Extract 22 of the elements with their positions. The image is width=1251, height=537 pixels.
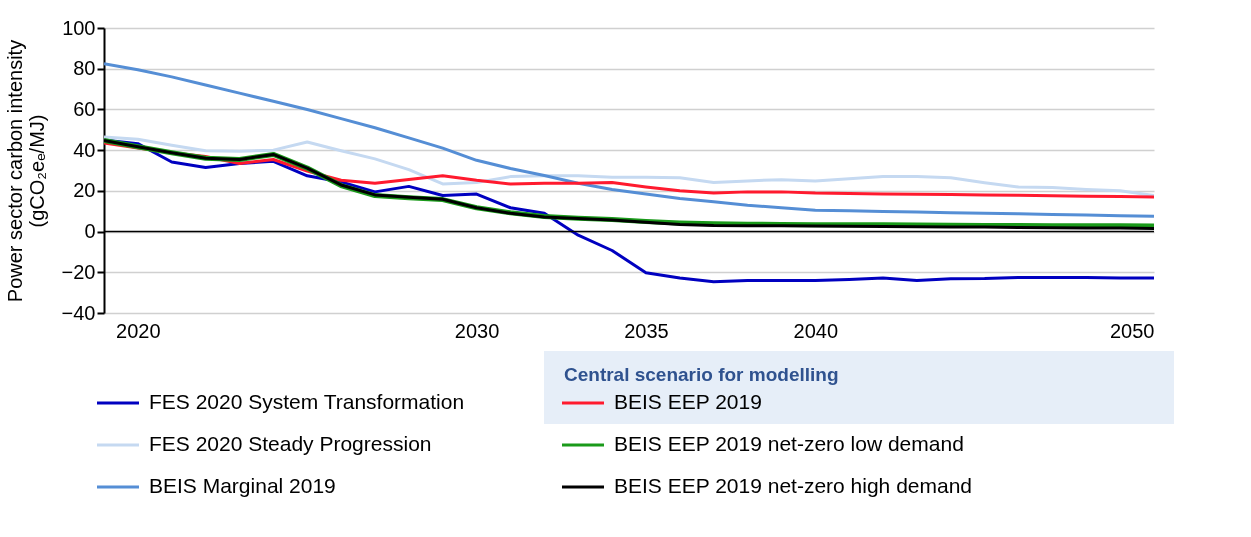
legend-label: BEIS EEP 2019 net-zero high demand [614, 474, 973, 497]
x-tick-label: 2030 [454, 319, 500, 342]
y-axis-title: Power sector carbon intensity (gCO₂eₑ/MJ) [3, 39, 48, 303]
legend-label: BEIS EEP 2019 net-zero low demand [614, 432, 964, 455]
line-series [104, 62, 1154, 218]
y-tick-label: 20 [73, 179, 96, 202]
legend-label: BEIS Marginal 2019 [149, 474, 336, 497]
legend-label: FES 2020 Steady Progression [149, 432, 432, 455]
y-tick-label: 40 [73, 138, 96, 161]
x-tick-label: 2050 [1110, 319, 1155, 342]
y-tick-label: 60 [73, 97, 96, 120]
text: Central scenario for modelling [564, 364, 839, 385]
legend-label: BEIS EEP 2019 [614, 390, 762, 413]
x-tick-label: 2020 [116, 319, 161, 342]
y-tick-label: −40 [61, 301, 96, 324]
y-tick-label: 100 [62, 16, 96, 39]
legend-label: FES 2020 System Transformation [149, 390, 465, 413]
y-tick-label: −20 [61, 260, 96, 283]
x-tick-label: 2035 [624, 319, 669, 342]
y-tick-label: 0 [84, 220, 96, 243]
x-tick-label: 2040 [793, 319, 839, 342]
y-tick-label: 80 [73, 57, 96, 80]
